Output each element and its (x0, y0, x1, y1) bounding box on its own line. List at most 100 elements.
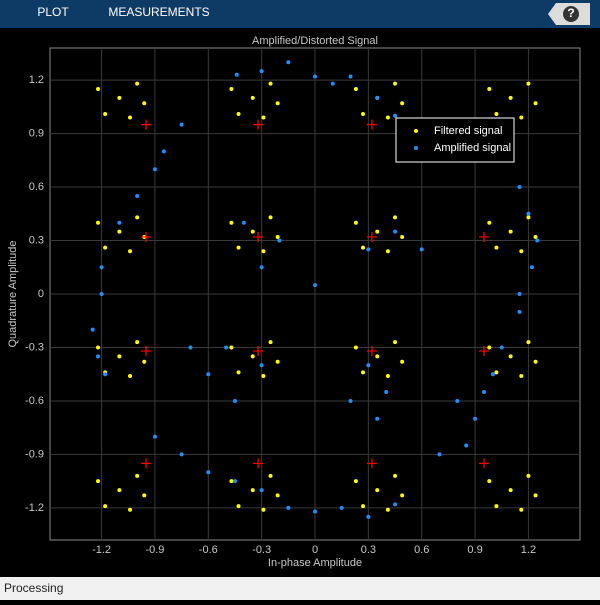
tab-plot[interactable]: PLOT (37, 5, 69, 19)
point (261, 507, 266, 512)
point (224, 345, 229, 350)
point (275, 493, 280, 498)
point (517, 309, 522, 314)
reference-point (141, 119, 152, 130)
y-tick-label: 0.3 (29, 234, 44, 246)
reference-point (253, 346, 264, 357)
point (533, 359, 538, 364)
point (400, 359, 405, 364)
point (250, 229, 255, 234)
point (375, 95, 380, 100)
point (117, 95, 122, 100)
point (385, 507, 390, 512)
reference-point (478, 231, 489, 242)
point (229, 220, 234, 225)
point (384, 390, 389, 395)
point (508, 354, 513, 359)
reference-point (478, 346, 489, 357)
point (142, 359, 147, 364)
point (259, 69, 264, 74)
y-tick-label: 1.2 (29, 74, 44, 86)
point (117, 229, 122, 234)
point (487, 87, 492, 91)
x-label: In-phase Amplitude (268, 557, 362, 569)
point (361, 504, 366, 509)
point (236, 370, 241, 375)
point (490, 372, 495, 377)
point (261, 374, 266, 378)
point (400, 493, 405, 498)
reference-point (366, 119, 377, 130)
point (96, 479, 101, 484)
point (103, 245, 108, 250)
help-text[interactable]: ? (567, 6, 574, 20)
point (103, 111, 108, 116)
point (526, 215, 531, 220)
point (313, 283, 317, 288)
point (366, 247, 371, 252)
point (96, 354, 101, 359)
point (487, 479, 492, 484)
point (234, 72, 239, 77)
legend-label: Amplified signal (434, 142, 511, 154)
reference-point (253, 458, 264, 469)
point (393, 502, 398, 507)
point (96, 87, 101, 91)
point (494, 370, 499, 375)
point (128, 249, 133, 254)
point (393, 215, 398, 220)
point (128, 374, 133, 378)
point (206, 470, 211, 475)
point (179, 122, 184, 127)
point (232, 398, 237, 403)
point (259, 363, 264, 368)
point (259, 265, 264, 270)
point (232, 479, 237, 484)
point (437, 452, 442, 457)
reference-point (141, 346, 152, 357)
point (473, 416, 478, 421)
point (517, 185, 522, 190)
point (385, 249, 390, 254)
point (519, 507, 524, 512)
legend-box (395, 117, 515, 163)
point (236, 504, 241, 509)
x-tick-label: -1.2 (92, 544, 111, 556)
point (250, 354, 255, 359)
point (348, 398, 353, 403)
point (455, 398, 460, 403)
point (361, 245, 366, 250)
legend: Filtered signal Amplified signal (395, 117, 515, 163)
point (128, 115, 133, 120)
point (400, 234, 405, 239)
point (508, 229, 513, 234)
point (464, 443, 469, 448)
point (526, 211, 531, 216)
reference-point (253, 231, 264, 242)
reference-point (141, 231, 152, 242)
x-tick-label: 0.3 (361, 544, 376, 556)
point (188, 345, 193, 350)
point (400, 101, 405, 106)
y-tick-label: -0.6 (25, 395, 44, 407)
point (103, 372, 108, 377)
point (348, 74, 353, 79)
point (286, 505, 291, 510)
point (361, 111, 366, 116)
point (261, 115, 266, 120)
reference-point (253, 119, 264, 130)
point (117, 354, 122, 359)
point (393, 229, 398, 234)
point (275, 101, 280, 106)
point (361, 370, 366, 375)
point (385, 374, 390, 378)
point (142, 493, 147, 498)
point (250, 95, 255, 100)
point (353, 220, 358, 225)
marks (90, 60, 540, 519)
point (268, 473, 273, 478)
point (142, 101, 147, 106)
tab-measurements[interactable]: MEASUREMENTS (108, 5, 209, 19)
